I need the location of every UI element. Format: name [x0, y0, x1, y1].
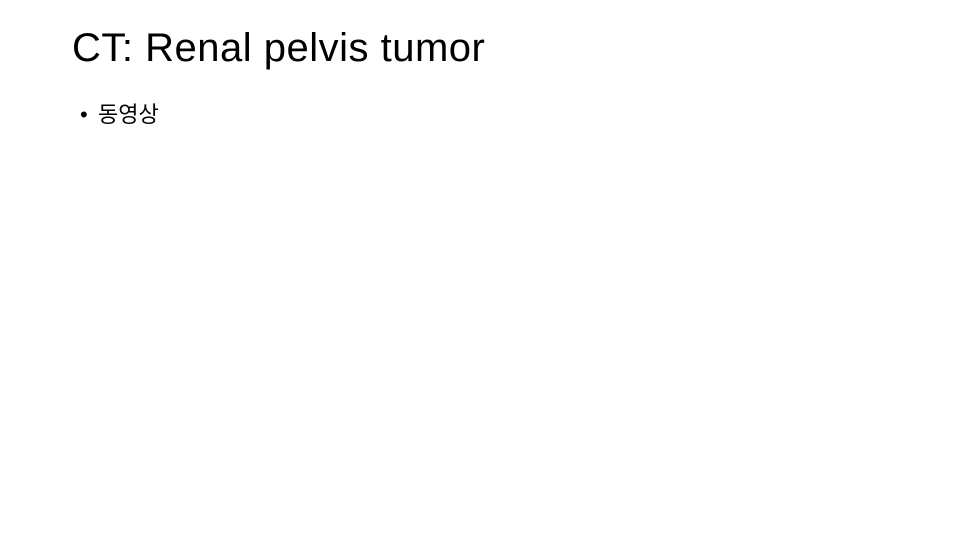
bullet-list: 동영상: [72, 100, 888, 131]
slide-title: CT: Renal pelvis tumor: [72, 24, 888, 72]
slide: CT: Renal pelvis tumor 동영상: [0, 0, 960, 540]
list-item: 동영상: [80, 100, 888, 131]
